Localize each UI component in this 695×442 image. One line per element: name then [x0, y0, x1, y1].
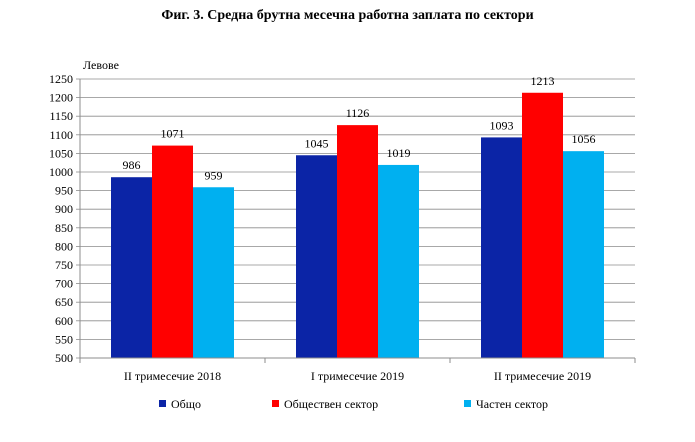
y-tick-label: 1100 [49, 128, 73, 142]
y-tick-label: 750 [55, 258, 73, 272]
y-tick-label: 1200 [49, 91, 73, 105]
axes [76, 78, 636, 363]
y-tick-label: 850 [55, 221, 73, 235]
y-axis-unit-label: Левове [83, 58, 119, 72]
bar [193, 187, 234, 358]
legend-swatch [464, 400, 471, 407]
bar [522, 92, 563, 358]
x-tick-label: II тримесечие 2018 [124, 369, 221, 383]
bar [563, 151, 604, 358]
data-label: 1071 [161, 127, 185, 141]
bar [481, 137, 522, 358]
y-tick-label: 900 [55, 202, 73, 216]
data-label: 1093 [490, 118, 514, 132]
y-tick-label: 950 [55, 184, 73, 198]
bar [378, 164, 419, 358]
labels: 500 550 600 650 700 750 800 850 900 950 1000 1050 11… [49, 72, 596, 383]
y-tick-label: 550 [55, 332, 73, 346]
y-tick-label: 1250 [49, 72, 73, 86]
legend-item: Обществен сектор [272, 397, 378, 411]
x-tick-label: II тримесечие 2019 [494, 369, 591, 383]
data-label: 1126 [346, 106, 370, 120]
legend-swatch [272, 400, 279, 407]
y-tick-label: 800 [55, 239, 73, 253]
legend-item: Частен сектор [464, 397, 548, 411]
data-label: 986 [123, 158, 141, 172]
y-tick-label: 1050 [49, 146, 73, 160]
bar [111, 177, 152, 358]
bar [152, 145, 193, 358]
y-tick-label: 650 [55, 295, 73, 309]
legend-label: Частен сектор [476, 397, 548, 411]
y-tick-label: 1150 [49, 109, 73, 123]
data-label: 1019 [387, 146, 411, 160]
y-tick-label: 500 [55, 351, 73, 365]
chart-title: Фиг. 3. Средна брутна месечна работна за… [161, 8, 534, 23]
legend-swatch [159, 400, 166, 407]
legend-label: Обществен сектор [284, 397, 378, 411]
bars [111, 92, 604, 359]
bar [296, 155, 337, 358]
legend-item: Общо [159, 397, 201, 411]
y-tick-label: 600 [55, 314, 73, 328]
data-label: 1045 [305, 136, 329, 150]
x-tick-label: I тримесечие 2019 [311, 369, 404, 383]
data-label: 1213 [531, 74, 555, 88]
legend-label: Общо [171, 397, 201, 411]
y-tick-label: 1000 [49, 165, 73, 179]
bar [337, 125, 378, 359]
data-label: 959 [205, 168, 223, 182]
legend: Общо Обществен сектор Частен сектор [159, 397, 548, 411]
y-tick-label: 700 [55, 277, 73, 291]
data-label: 1056 [572, 132, 596, 146]
